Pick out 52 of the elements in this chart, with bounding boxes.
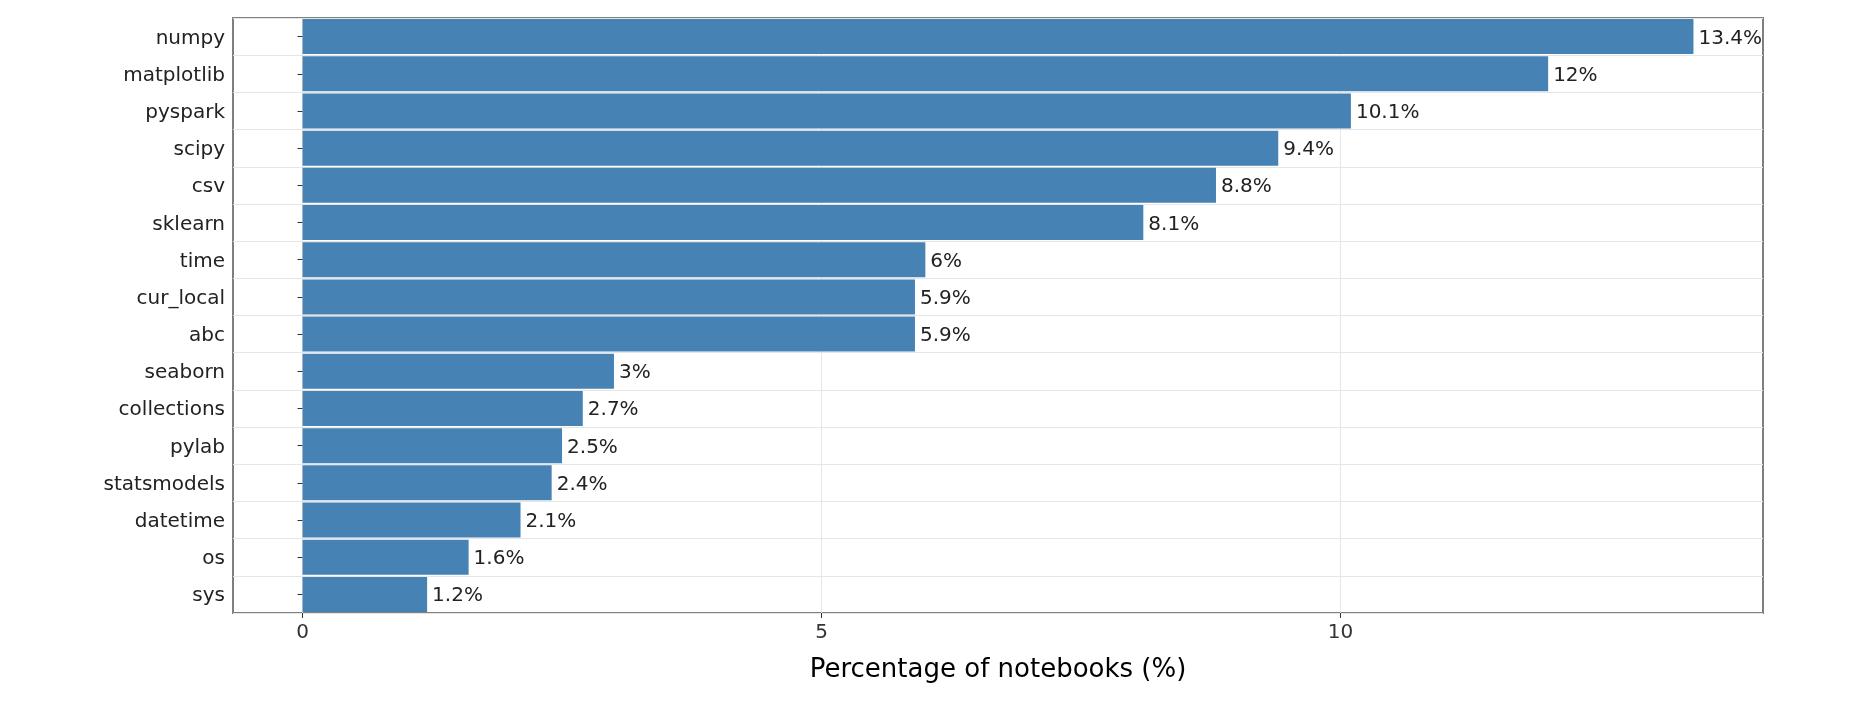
y-tick-label: matplotlib: [123, 61, 225, 86]
data-label: 9.4%: [1283, 136, 1335, 161]
y-tick-label: csv: [191, 173, 226, 198]
data-label: 2.5%: [567, 433, 618, 458]
data-label: 8.1%: [1148, 210, 1200, 235]
bar: [302, 205, 1144, 241]
bar: [302, 130, 1279, 166]
y-tick-label: datetime: [134, 508, 225, 533]
bar: [302, 502, 521, 538]
y-tick-label: time: [179, 247, 225, 272]
data-label: 1.6%: [473, 545, 525, 570]
y-tick-label: os: [202, 545, 225, 570]
y-tick-label: abc: [189, 322, 225, 347]
y-tick-label: statsmodels: [103, 470, 225, 495]
y-tick-label: pylab: [169, 433, 225, 458]
bar: [302, 353, 614, 389]
bar: [302, 56, 1549, 92]
bar: [302, 428, 563, 464]
bar: [302, 539, 469, 575]
data-label: 10.1%: [1355, 98, 1420, 123]
data-label: 12%: [1553, 61, 1598, 86]
bar: [302, 19, 1694, 55]
data-label: 1.2%: [432, 582, 483, 607]
y-tick-label: pyspark: [145, 98, 226, 123]
y-tick-label: collections: [118, 396, 225, 421]
x-axis-title: Percentage of notebooks (%): [809, 653, 1187, 683]
bar: [302, 167, 1216, 203]
bar: [302, 242, 926, 278]
data-label: 5.9%: [919, 284, 971, 309]
x-tick-label: 10: [1327, 619, 1354, 643]
data-label: 3%: [618, 359, 651, 384]
y-tick-label: sklearn: [152, 210, 225, 235]
bar: [302, 465, 552, 501]
data-label: 2.7%: [587, 396, 639, 421]
data-label: 2.4%: [556, 470, 608, 495]
bar: [302, 390, 583, 426]
bar: [302, 279, 915, 315]
bar: [302, 576, 428, 612]
y-tick-label: numpy: [155, 24, 226, 49]
x-tick-label: 0: [296, 619, 309, 643]
y-tick-label: cur_local: [136, 284, 225, 309]
data-label: 5.9%: [919, 322, 971, 347]
x-tick-label: 5: [815, 619, 828, 643]
data-label: 6%: [930, 247, 963, 272]
y-tick-label: sys: [192, 582, 225, 607]
data-label: 8.8%: [1220, 173, 1272, 198]
y-tick-label: seaborn: [144, 359, 225, 384]
data-label: 13.4%: [1698, 24, 1762, 49]
y-tick-label: scipy: [173, 136, 226, 161]
data-label: 2.1%: [525, 508, 577, 533]
bar: [302, 93, 1351, 129]
bar: [302, 316, 915, 352]
